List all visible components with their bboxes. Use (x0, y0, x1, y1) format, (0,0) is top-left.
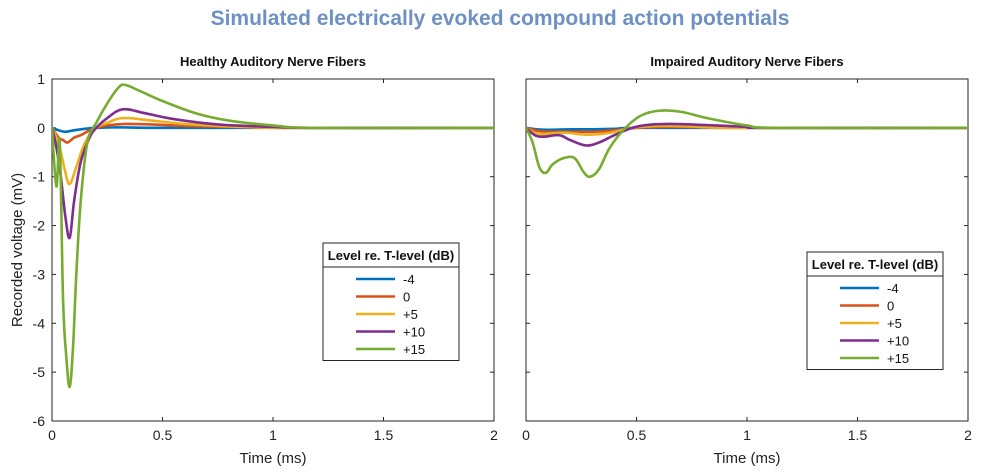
legend: Level re. T-level (dB) -4 0 +5 +10 +15 (322, 242, 460, 361)
legend-title: Level re. T-level (dB) (812, 257, 938, 272)
x-tick-label: 1.5 (848, 427, 868, 443)
x-tick-label: 1.5 (374, 427, 394, 443)
impaired-panel: Impaired Auditory Nerve Fibers 0 0.5 1 1.5 2 T… (522, 54, 972, 467)
legend-title: Level re. T-level (dB) (328, 248, 454, 263)
legend-label: 0 (403, 290, 410, 305)
y-tick-label: -1 (33, 169, 46, 185)
legend-label: +5 (403, 307, 418, 322)
y-tick-label: -3 (33, 266, 46, 282)
legend-box (322, 242, 460, 361)
legend-label: -4 (887, 281, 899, 296)
series-line-3 (52, 107, 494, 240)
legend-box (806, 251, 944, 370)
series-line-4 (526, 109, 968, 179)
legend-label: +10 (887, 334, 909, 349)
x-tick-label: 1 (743, 427, 751, 443)
legend-label: +15 (887, 351, 909, 366)
x-tick-label: 1 (269, 427, 277, 443)
legend-label: +5 (887, 316, 902, 331)
series-line-2 (526, 124, 968, 136)
x-tick-label: 0 (522, 427, 530, 443)
panel-title: Healthy Auditory Nerve Fibers (180, 54, 366, 69)
y-tick-label: -4 (33, 315, 46, 331)
y-tick-label: 0 (37, 120, 45, 136)
y-tick-label: -5 (33, 364, 46, 380)
figure-title: Simulated electrically evoked compound a… (210, 7, 790, 30)
y-tick-label: 1 (37, 71, 45, 87)
y-tick-label: -6 (33, 413, 46, 429)
x-axis-label: Time (ms) (714, 450, 781, 467)
legend-label: -4 (403, 272, 415, 287)
legend-label: +10 (403, 325, 425, 340)
legend-label: +15 (403, 342, 425, 357)
legend-label: 0 (887, 299, 894, 314)
x-tick-label: 0.5 (627, 427, 647, 443)
legend: Level re. T-level (dB) -4 0 +5 +10 +15 (806, 251, 944, 370)
y-tick-label: -2 (33, 218, 46, 234)
x-tick-label: 0.5 (153, 427, 173, 443)
series-line-4 (52, 83, 494, 389)
y-axis-label: Recorded voltage (mV) (9, 173, 26, 327)
x-tick-label: 2 (490, 427, 498, 443)
x-tick-label: 2 (964, 427, 972, 443)
panel-title: Impaired Auditory Nerve Fibers (650, 54, 843, 69)
healthy-panel: Healthy Auditory Nerve Fibers 0 0.5 1 1.5 2 1 0… (9, 54, 498, 467)
x-tick-label: 0 (48, 427, 56, 443)
x-axis-label: Time (ms) (240, 450, 307, 467)
